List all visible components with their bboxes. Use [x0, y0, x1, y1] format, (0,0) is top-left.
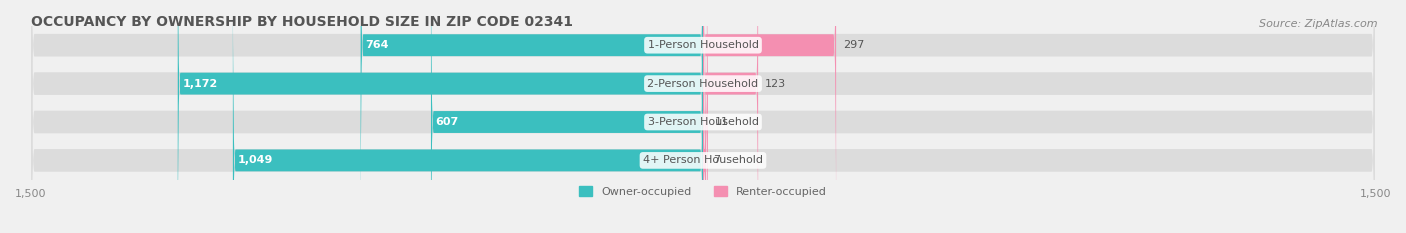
- FancyBboxPatch shape: [31, 0, 1375, 233]
- Text: 123: 123: [765, 79, 786, 89]
- Text: Source: ZipAtlas.com: Source: ZipAtlas.com: [1260, 19, 1378, 29]
- Text: 607: 607: [436, 117, 458, 127]
- Text: 1,049: 1,049: [238, 155, 273, 165]
- Text: 297: 297: [842, 40, 865, 50]
- Text: 764: 764: [366, 40, 388, 50]
- Text: 2-Person Household: 2-Person Household: [647, 79, 759, 89]
- Text: OCCUPANCY BY OWNERSHIP BY HOUSEHOLD SIZE IN ZIP CODE 02341: OCCUPANCY BY OWNERSHIP BY HOUSEHOLD SIZE…: [31, 15, 572, 29]
- Text: 3-Person Household: 3-Person Household: [648, 117, 758, 127]
- FancyBboxPatch shape: [177, 0, 703, 233]
- FancyBboxPatch shape: [703, 0, 706, 233]
- FancyBboxPatch shape: [233, 0, 703, 233]
- Text: 4+ Person Household: 4+ Person Household: [643, 155, 763, 165]
- FancyBboxPatch shape: [703, 0, 709, 233]
- FancyBboxPatch shape: [432, 0, 703, 233]
- Legend: Owner-occupied, Renter-occupied: Owner-occupied, Renter-occupied: [575, 182, 831, 202]
- FancyBboxPatch shape: [703, 0, 758, 233]
- Text: 1-Person Household: 1-Person Household: [648, 40, 758, 50]
- Text: 11: 11: [714, 117, 728, 127]
- Text: 7: 7: [713, 155, 720, 165]
- Text: 1,172: 1,172: [183, 79, 218, 89]
- FancyBboxPatch shape: [31, 0, 1375, 233]
- FancyBboxPatch shape: [31, 0, 1375, 233]
- FancyBboxPatch shape: [31, 0, 1375, 233]
- FancyBboxPatch shape: [360, 0, 703, 233]
- FancyBboxPatch shape: [703, 0, 837, 233]
